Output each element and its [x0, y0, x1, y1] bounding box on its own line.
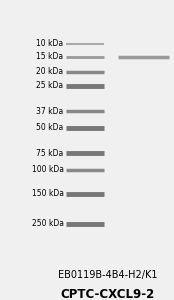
- Text: 15 kDa: 15 kDa: [36, 52, 64, 62]
- Text: 100 kDa: 100 kDa: [31, 165, 64, 174]
- Text: EB0119B-4B4-H2/K1: EB0119B-4B4-H2/K1: [58, 270, 158, 280]
- Text: 250 kDa: 250 kDa: [31, 219, 64, 228]
- Text: 10 kDa: 10 kDa: [36, 39, 64, 48]
- Text: 150 kDa: 150 kDa: [31, 189, 64, 198]
- Text: 20 kDa: 20 kDa: [36, 68, 64, 76]
- Text: 37 kDa: 37 kDa: [36, 106, 64, 116]
- Text: 75 kDa: 75 kDa: [36, 148, 64, 158]
- Text: CPTC-CXCL9-2: CPTC-CXCL9-2: [61, 288, 155, 300]
- Text: 25 kDa: 25 kDa: [36, 81, 64, 90]
- Text: 50 kDa: 50 kDa: [36, 123, 64, 132]
